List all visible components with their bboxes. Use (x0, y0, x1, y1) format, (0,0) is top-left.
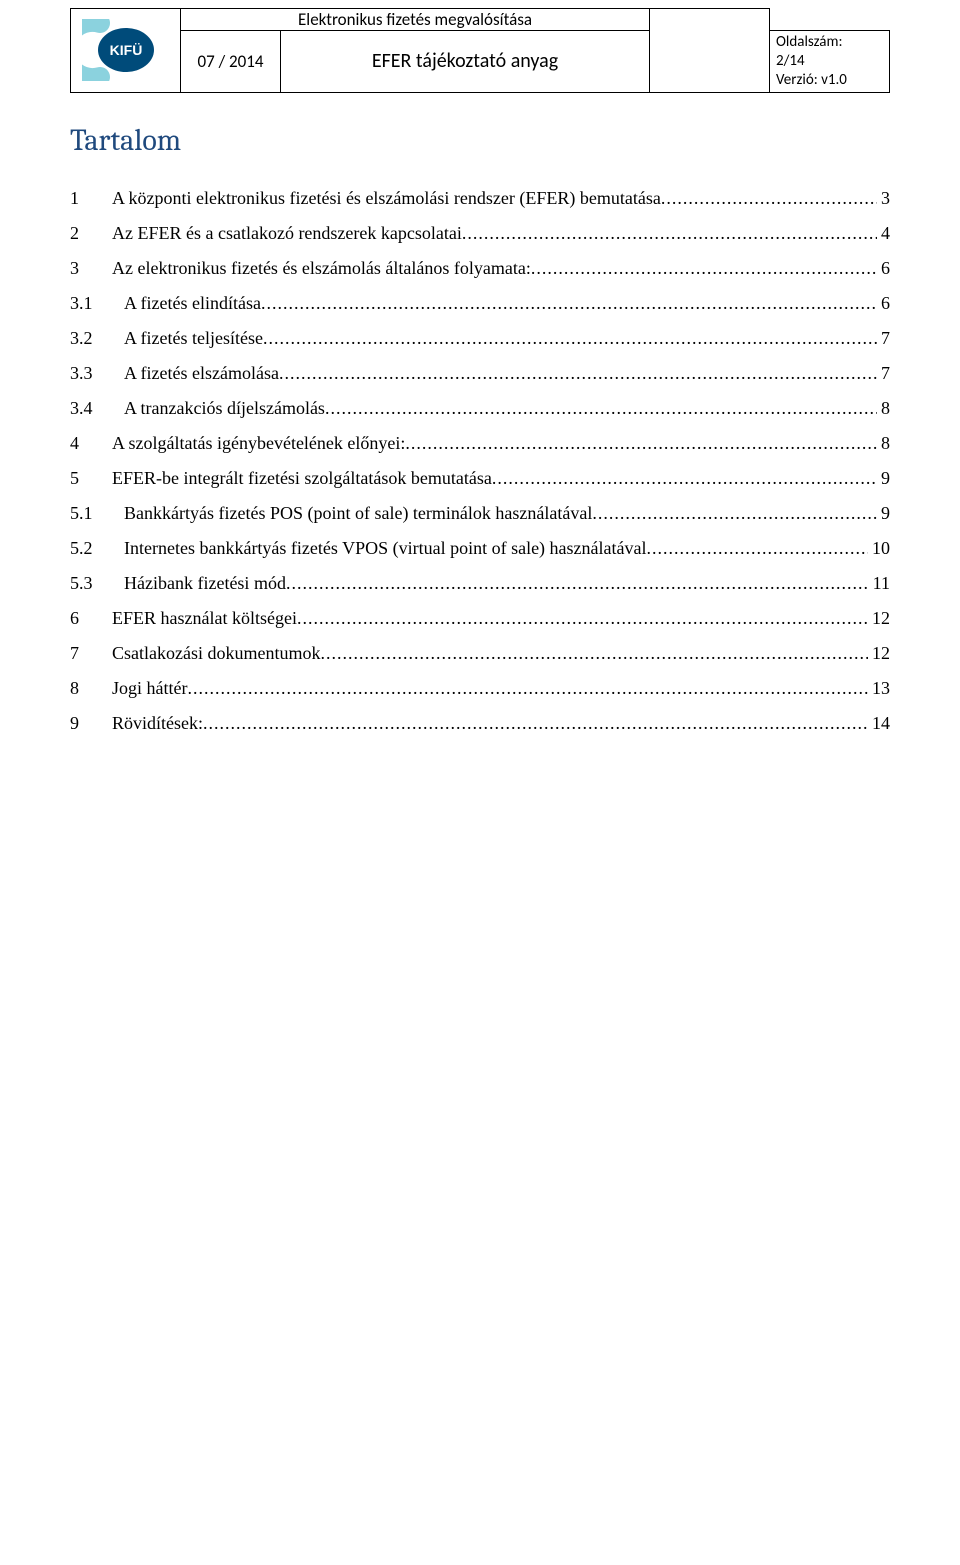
toc-entry-label: A fizetés teljesítése (124, 328, 263, 349)
toc-leader (286, 573, 869, 594)
toc-entry[interactable]: 6EFER használat költségei 12 (70, 608, 890, 629)
toc-entry[interactable]: 3.1A fizetés elindítása 6 (70, 293, 890, 314)
toc-entry[interactable]: 1A központi elektronikus fizetési és els… (70, 188, 890, 209)
toc-entry-number: 7 (70, 643, 112, 664)
toc-entry-page: 13 (868, 678, 890, 699)
toc-leader (492, 468, 877, 489)
toc-entry-page: 9 (877, 468, 890, 489)
toc-entry-label: EFER-be integrált fizetési szolgáltatáso… (112, 468, 492, 489)
toc-entry-page: 9 (877, 503, 890, 524)
toc-entry[interactable]: 5.3Házibank fizetési mód 11 (70, 573, 890, 594)
toc-entry-label: A tranzakciós díjelszámolás (124, 398, 325, 419)
toc-entry-number: 8 (70, 678, 112, 699)
toc-entry-page: 8 (877, 398, 890, 419)
toc-entry[interactable]: 8Jogi háttér 13 (70, 678, 890, 699)
meta-pages: 2/14 (776, 52, 805, 70)
toc-leader (405, 433, 877, 454)
toc-entry[interactable]: 3.2A fizetés teljesítése 7 (70, 328, 890, 349)
toc-entry-label: Bankkártyás fizetés POS (point of sale) … (124, 503, 592, 524)
toc-entry-label: Csatlakozási dokumentumok (112, 643, 320, 664)
logo-cell: KIFÜ (71, 9, 181, 93)
kifu-logo: KIFÜ (82, 19, 170, 81)
toc-entry[interactable]: 3Az elektronikus fizetés és elszámolás á… (70, 258, 890, 279)
page: KIFÜ Elektronikus fizetés megvalósítása … (0, 0, 960, 1565)
toc-entry-number: 5.1 (70, 503, 124, 524)
toc-entry-number: 9 (70, 713, 112, 734)
toc-entry-label: Az elektronikus fizetés és elszámolás ál… (112, 258, 531, 279)
toc-entry-label: A szolgáltatás igénybevételének előnyei: (112, 433, 405, 454)
meta-version: Verzió: v1.0 (776, 71, 847, 89)
toc-entry-page: 10 (868, 538, 890, 559)
toc-leader (203, 713, 868, 734)
header-title-top: Elektronikus fizetés megvalósítása (181, 9, 650, 31)
toc-leader (325, 398, 877, 419)
toc-entry-page: 14 (868, 713, 890, 734)
toc-entry-page: 4 (877, 223, 890, 244)
toc-entry-number: 1 (70, 188, 112, 209)
toc-entry[interactable]: 2Az EFER és a csatlakozó rendszerek kapc… (70, 223, 890, 244)
toc-leader (320, 643, 868, 664)
toc-entry-page: 6 (877, 258, 890, 279)
toc-entry-number: 3.2 (70, 328, 124, 349)
header-date: 07 / 2014 (181, 31, 281, 92)
logo-text: KIFÜ (109, 42, 142, 58)
toc-entry-label: Jogi háttér (112, 678, 187, 699)
toc-entry[interactable]: 5.2Internetes bankkártyás fizetés VPOS (… (70, 538, 890, 559)
toc-leader (263, 328, 877, 349)
toc-entry[interactable]: 5EFER-be integrált fizetési szolgáltatás… (70, 468, 890, 489)
logo-outer-arc (82, 22, 100, 78)
toc-entry-page: 3 (877, 188, 890, 209)
header-title-bottom: EFER tájékoztató anyag (281, 31, 650, 92)
toc-entry[interactable]: 7Csatlakozási dokumentumok 12 (70, 643, 890, 664)
toc-leader (592, 503, 877, 524)
toc-entry-label: A fizetés elszámolása (124, 363, 279, 384)
toc-entry-page: 6 (877, 293, 890, 314)
header-meta: Oldalszám: 2/14 Verzió: v1.0 (770, 31, 890, 92)
toc-entry-label: A fizetés elindítása (124, 293, 261, 314)
toc-entry-label: EFER használat költségei (112, 608, 297, 629)
toc-leader (261, 293, 877, 314)
toc-leader (187, 678, 868, 699)
toc-leader (661, 188, 877, 209)
toc-leader (279, 363, 877, 384)
toc: 1A központi elektronikus fizetési és els… (70, 188, 890, 734)
header-table: KIFÜ Elektronikus fizetés megvalósítása … (70, 8, 890, 93)
toc-entry-number: 6 (70, 608, 112, 629)
toc-entry-label: Házibank fizetési mód (124, 573, 286, 594)
toc-entry-page: 11 (869, 573, 890, 594)
toc-entry[interactable]: 4A szolgáltatás igénybevételének előnyei… (70, 433, 890, 454)
toc-leader (462, 223, 877, 244)
toc-entry[interactable]: 5.1Bankkártyás fizetés POS (point of sal… (70, 503, 890, 524)
toc-entry[interactable]: 3.4A tranzakciós díjelszámolás 8 (70, 398, 890, 419)
toc-entry-label: Rövidítések: (112, 713, 203, 734)
toc-entry-number: 3.4 (70, 398, 124, 419)
toc-entry-label: Internetes bankkártyás fizetés VPOS (vir… (124, 538, 647, 559)
toc-entry-page: 7 (877, 328, 890, 349)
toc-entry[interactable]: 3.3A fizetés elszámolása 7 (70, 363, 890, 384)
toc-title: Tartalom (70, 123, 890, 158)
toc-entry-page: 12 (868, 643, 890, 664)
toc-entry-page: 7 (877, 363, 890, 384)
toc-leader (531, 258, 877, 279)
toc-entry[interactable]: 9Rövidítések: 14 (70, 713, 890, 734)
toc-entry-number: 3.3 (70, 363, 124, 384)
toc-entry-number: 3.1 (70, 293, 124, 314)
toc-entry-number: 5 (70, 468, 112, 489)
toc-entry-label: A központi elektronikus fizetési és elsz… (112, 188, 661, 209)
toc-entry-number: 4 (70, 433, 112, 454)
meta-pages-label: Oldalszám: (776, 33, 842, 51)
toc-entry-page: 8 (877, 433, 890, 454)
toc-entry-number: 5.3 (70, 573, 124, 594)
toc-leader (647, 538, 869, 559)
toc-entry-label: Az EFER és a csatlakozó rendszerek kapcs… (112, 223, 462, 244)
toc-entry-number: 5.2 (70, 538, 124, 559)
toc-entry-number: 2 (70, 223, 112, 244)
toc-leader (297, 608, 868, 629)
header-empty-right (650, 9, 770, 93)
toc-entry-number: 3 (70, 258, 112, 279)
toc-entry-page: 12 (868, 608, 890, 629)
